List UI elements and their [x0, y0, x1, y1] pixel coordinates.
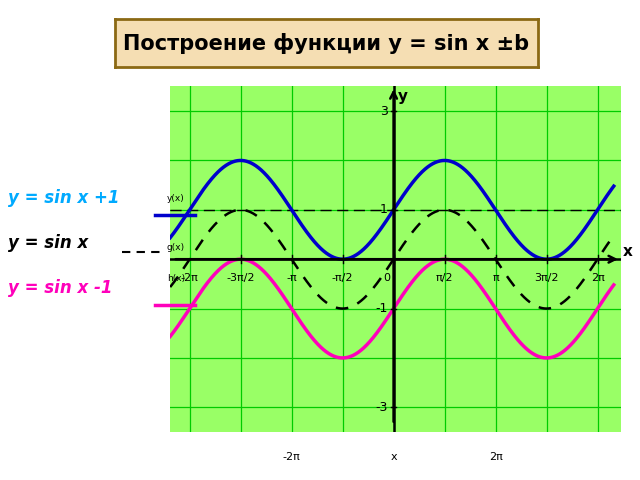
Text: 3: 3 [380, 105, 388, 118]
Text: 0: 0 [383, 273, 390, 283]
Text: -2π: -2π [180, 273, 198, 283]
Text: π: π [492, 273, 499, 283]
Text: h(x): h(x) [166, 275, 185, 283]
Text: -3π/2: -3π/2 [227, 273, 255, 283]
Text: π/2: π/2 [436, 273, 453, 283]
Text: -1: -1 [375, 302, 388, 315]
Text: y(x): y(x) [167, 194, 185, 203]
Text: Построение функции y = sin x ±b: Построение функции y = sin x ±b [124, 33, 529, 54]
Text: -π/2: -π/2 [332, 273, 353, 283]
Text: y = sin x -1: y = sin x -1 [8, 279, 113, 297]
Text: -2π: -2π [283, 452, 300, 462]
Text: x: x [390, 452, 397, 462]
Text: y: y [397, 89, 408, 104]
Text: -3: -3 [375, 401, 388, 414]
Text: 2π: 2π [591, 273, 604, 283]
Text: -π: -π [286, 273, 297, 283]
Text: 3π/2: 3π/2 [534, 273, 559, 283]
Text: y = sin x +1: y = sin x +1 [8, 189, 120, 207]
Text: 2π: 2π [489, 452, 502, 462]
Text: x: x [623, 244, 632, 259]
Text: g(x): g(x) [166, 243, 185, 252]
Text: 1: 1 [380, 204, 388, 216]
Text: y = sin x: y = sin x [8, 234, 88, 252]
